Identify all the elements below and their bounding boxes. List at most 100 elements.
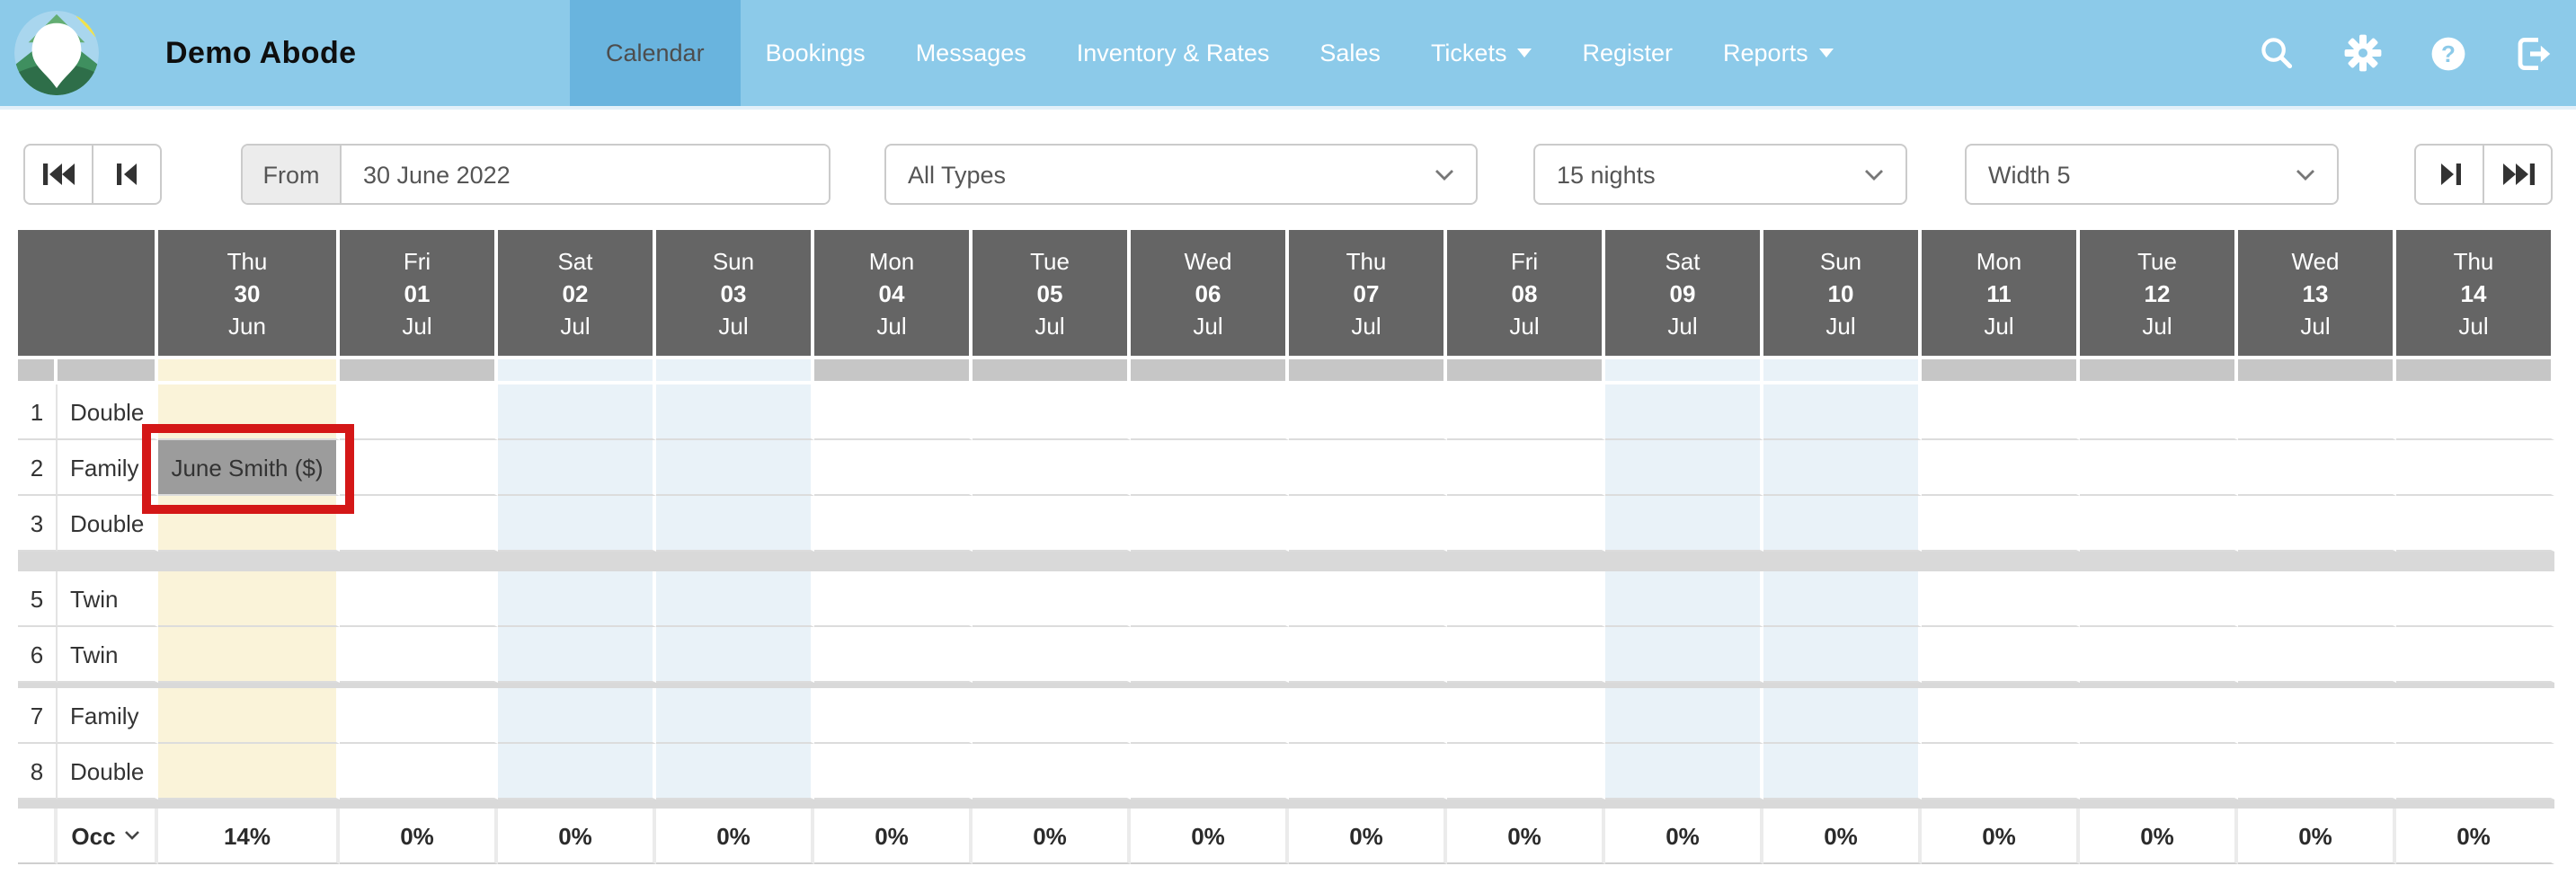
calendar-cell[interactable] bbox=[2396, 440, 2554, 496]
calendar-cell[interactable] bbox=[656, 496, 814, 552]
calendar-cell[interactable] bbox=[1289, 496, 1447, 552]
calendar-cell[interactable] bbox=[158, 384, 340, 440]
calendar-cell[interactable] bbox=[2396, 496, 2554, 552]
calendar-cell[interactable]: June Smith ($) bbox=[142, 424, 354, 514]
calendar-cell[interactable] bbox=[2238, 744, 2396, 800]
calendar-cell[interactable] bbox=[2396, 627, 2554, 683]
calendar-cell[interactable] bbox=[2238, 440, 2396, 496]
calendar-cell[interactable] bbox=[1131, 571, 1289, 627]
room-type[interactable]: Family bbox=[58, 688, 158, 744]
calendar-cell[interactable] bbox=[1922, 744, 2080, 800]
calendar-cell[interactable] bbox=[814, 440, 973, 496]
calendar-cell[interactable] bbox=[1131, 384, 1289, 440]
tab-sales[interactable]: Sales bbox=[1294, 0, 1406, 106]
column-width-select[interactable]: Width 5 bbox=[1965, 144, 2339, 205]
calendar-cell[interactable] bbox=[2080, 571, 2238, 627]
calendar-cell[interactable] bbox=[2396, 571, 2554, 627]
calendar-cell[interactable] bbox=[1289, 440, 1447, 496]
jump-back-button[interactable] bbox=[23, 144, 93, 205]
calendar-cell[interactable] bbox=[1605, 496, 1763, 552]
logout-icon[interactable] bbox=[2515, 33, 2554, 73]
calendar-cell[interactable] bbox=[158, 496, 340, 552]
step-forward-button[interactable] bbox=[2414, 144, 2484, 205]
calendar-cell[interactable] bbox=[498, 496, 656, 552]
calendar-cell[interactable] bbox=[1922, 627, 2080, 683]
calendar-cell[interactable] bbox=[158, 688, 340, 744]
calendar-cell[interactable] bbox=[1131, 688, 1289, 744]
from-date-input[interactable] bbox=[342, 146, 829, 203]
help-icon[interactable]: ? bbox=[2429, 33, 2468, 73]
calendar-cell[interactable] bbox=[1763, 440, 1922, 496]
calendar-cell[interactable] bbox=[340, 440, 498, 496]
calendar-cell[interactable] bbox=[498, 688, 656, 744]
calendar-cell[interactable] bbox=[1131, 496, 1289, 552]
calendar-cell[interactable] bbox=[1289, 571, 1447, 627]
calendar-cell[interactable] bbox=[2080, 384, 2238, 440]
jump-forward-button[interactable] bbox=[2483, 144, 2553, 205]
calendar-cell[interactable] bbox=[814, 744, 973, 800]
room-type[interactable]: Double bbox=[58, 384, 158, 440]
calendar-cell[interactable] bbox=[1131, 440, 1289, 496]
calendar-cell[interactable] bbox=[2238, 496, 2396, 552]
calendar-cell[interactable] bbox=[973, 744, 1131, 800]
calendar-cell[interactable] bbox=[498, 384, 656, 440]
calendar-cell[interactable] bbox=[1605, 744, 1763, 800]
calendar-cell[interactable] bbox=[2080, 496, 2238, 552]
calendar-cell[interactable] bbox=[2080, 627, 2238, 683]
calendar-cell[interactable] bbox=[1763, 384, 1922, 440]
calendar-cell[interactable] bbox=[1447, 571, 1605, 627]
room-type[interactable]: Double bbox=[58, 496, 158, 552]
calendar-cell[interactable] bbox=[1447, 384, 1605, 440]
room-type[interactable]: Family bbox=[58, 440, 158, 496]
calendar-cell[interactable] bbox=[973, 688, 1131, 744]
room-type[interactable]: Double bbox=[58, 744, 158, 800]
calendar-cell[interactable] bbox=[1131, 744, 1289, 800]
calendar-cell[interactable] bbox=[1763, 496, 1922, 552]
calendar-cell[interactable] bbox=[1447, 688, 1605, 744]
tab-bookings[interactable]: Bookings bbox=[741, 0, 891, 106]
calendar-cell[interactable] bbox=[973, 384, 1131, 440]
calendar-cell[interactable] bbox=[2396, 744, 2554, 800]
calendar-cell[interactable] bbox=[2238, 688, 2396, 744]
step-back-button[interactable] bbox=[92, 144, 162, 205]
calendar-cell[interactable] bbox=[1289, 744, 1447, 800]
calendar-cell[interactable] bbox=[1605, 384, 1763, 440]
calendar-cell[interactable] bbox=[656, 440, 814, 496]
booking-chip[interactable]: June Smith ($) bbox=[158, 440, 336, 494]
calendar-cell[interactable] bbox=[814, 571, 973, 627]
room-type[interactable]: Twin bbox=[58, 627, 158, 683]
settings-gear-icon[interactable] bbox=[2342, 33, 2382, 73]
calendar-cell[interactable] bbox=[656, 571, 814, 627]
calendar-cell[interactable] bbox=[1922, 571, 2080, 627]
calendar-cell[interactable] bbox=[814, 627, 973, 683]
calendar-cell[interactable] bbox=[1922, 496, 2080, 552]
calendar-cell[interactable] bbox=[1289, 627, 1447, 683]
calendar-cell[interactable] bbox=[498, 627, 656, 683]
calendar-cell[interactable] bbox=[1605, 627, 1763, 683]
calendar-cell[interactable] bbox=[814, 496, 973, 552]
search-icon[interactable] bbox=[2256, 33, 2296, 73]
calendar-cell[interactable] bbox=[158, 571, 340, 627]
calendar-cell[interactable] bbox=[973, 571, 1131, 627]
calendar-cell[interactable] bbox=[656, 744, 814, 800]
tab-inventory-rates[interactable]: Inventory & Rates bbox=[1052, 0, 1295, 106]
calendar-cell[interactable] bbox=[1447, 627, 1605, 683]
calendar-cell[interactable] bbox=[2080, 744, 2238, 800]
calendar-cell[interactable] bbox=[340, 571, 498, 627]
calendar-cell[interactable] bbox=[1763, 571, 1922, 627]
calendar-cell[interactable] bbox=[340, 744, 498, 800]
calendar-cell[interactable] bbox=[1922, 688, 2080, 744]
calendar-cell[interactable] bbox=[340, 496, 498, 552]
calendar-cell[interactable] bbox=[656, 688, 814, 744]
calendar-cell[interactable] bbox=[1922, 440, 2080, 496]
calendar-cell[interactable] bbox=[1922, 384, 2080, 440]
room-type[interactable]: Twin bbox=[58, 571, 158, 627]
calendar-cell[interactable] bbox=[2080, 440, 2238, 496]
calendar-cell[interactable] bbox=[2238, 571, 2396, 627]
tab-tickets[interactable]: Tickets bbox=[1406, 0, 1558, 106]
calendar-cell[interactable] bbox=[973, 440, 1131, 496]
calendar-cell[interactable] bbox=[498, 571, 656, 627]
tab-calendar[interactable]: Calendar bbox=[570, 0, 741, 106]
calendar-cell[interactable] bbox=[2238, 627, 2396, 683]
calendar-cell[interactable] bbox=[498, 440, 656, 496]
